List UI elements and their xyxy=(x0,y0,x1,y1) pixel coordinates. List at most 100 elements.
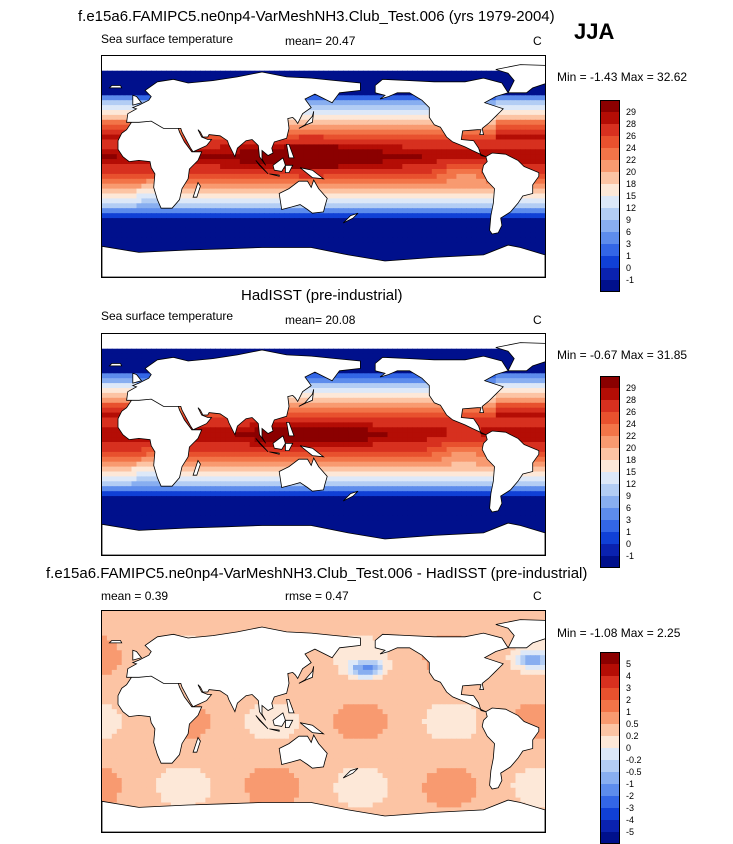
map-cell xyxy=(319,413,325,419)
map-cell xyxy=(137,203,143,209)
map-cell xyxy=(196,218,202,224)
map-cell xyxy=(427,418,433,424)
map-cell xyxy=(343,169,349,175)
map-cell xyxy=(161,208,167,214)
map-cell xyxy=(141,198,147,204)
map-cell xyxy=(427,194,433,200)
map-cell xyxy=(368,252,374,258)
map-cell xyxy=(294,403,300,409)
map-cell xyxy=(530,218,536,224)
map-cell xyxy=(299,413,305,419)
map-cell xyxy=(314,115,320,121)
map-cell xyxy=(422,408,428,414)
map-cell xyxy=(412,243,418,249)
map-cell xyxy=(132,184,138,190)
map-cell xyxy=(363,194,369,200)
map-cell xyxy=(525,115,531,121)
map-cell xyxy=(530,403,536,409)
map-cell xyxy=(417,248,423,254)
map-cell xyxy=(511,373,517,379)
map-cell xyxy=(486,349,492,355)
map-cell xyxy=(397,115,403,121)
map-cell xyxy=(432,149,438,155)
map-cell xyxy=(225,228,231,234)
map-cell xyxy=(525,413,531,419)
map-cell xyxy=(299,144,305,150)
map-cell xyxy=(525,408,531,414)
map-cell xyxy=(304,213,310,219)
map-cell xyxy=(427,349,433,355)
map-cell xyxy=(210,189,216,195)
map-cell xyxy=(496,135,502,141)
map-cell xyxy=(442,208,448,214)
map-cell xyxy=(205,149,211,155)
map-cell xyxy=(107,403,113,409)
map-cell xyxy=(235,169,241,175)
map-cell xyxy=(540,413,545,419)
map-cell xyxy=(535,223,541,229)
map-cell xyxy=(422,203,428,209)
map-cell xyxy=(397,213,403,219)
map-cell xyxy=(402,194,408,200)
map-cell xyxy=(353,130,359,136)
map-cell xyxy=(102,120,108,126)
map-cell xyxy=(358,403,364,409)
map-cell xyxy=(294,413,300,419)
map-cell xyxy=(407,135,413,141)
map-cell xyxy=(471,218,477,224)
map-cell xyxy=(166,218,172,224)
map-cell xyxy=(333,418,339,424)
map-cell xyxy=(496,71,502,77)
map-cell xyxy=(358,422,364,428)
map-cell xyxy=(535,144,541,150)
map-cell xyxy=(412,213,418,219)
map-cell xyxy=(417,194,423,200)
map-cell xyxy=(456,71,462,77)
map-cell xyxy=(407,413,413,419)
map-cell xyxy=(230,194,236,200)
map-cell xyxy=(137,71,143,77)
map-cell xyxy=(343,100,349,106)
map-cell xyxy=(442,149,448,155)
map-cell xyxy=(511,105,517,111)
map-cell xyxy=(452,184,458,190)
map-cell xyxy=(471,154,477,160)
map-cell xyxy=(540,86,545,92)
map-cell xyxy=(132,174,138,180)
map-cell xyxy=(412,398,418,404)
map-cell xyxy=(191,243,197,249)
map-cell xyxy=(304,71,310,77)
map-cell xyxy=(319,179,325,185)
map-cell xyxy=(102,86,108,92)
map-cell xyxy=(353,233,359,239)
map-cell xyxy=(530,383,536,389)
map-cell xyxy=(516,418,522,424)
map-cell xyxy=(540,388,545,394)
map-cell xyxy=(383,174,389,180)
map-cell xyxy=(137,86,143,92)
map-cell xyxy=(343,349,349,355)
map-cell xyxy=(476,189,482,195)
map-cell xyxy=(338,383,344,389)
map-cell xyxy=(289,135,295,141)
map-cell xyxy=(363,110,369,116)
map-cell xyxy=(294,208,300,214)
map-cell xyxy=(540,418,545,424)
map-cell xyxy=(412,149,418,155)
map-cell xyxy=(392,140,398,146)
map-cell xyxy=(141,213,147,219)
map-cell xyxy=(540,248,545,254)
map-cell xyxy=(200,218,206,224)
map-cell xyxy=(324,105,330,111)
map-cell xyxy=(363,208,369,214)
map-cell xyxy=(220,140,226,146)
map-cell xyxy=(328,154,334,160)
map-cell xyxy=(215,159,221,165)
map-cell xyxy=(481,413,487,419)
map-cell xyxy=(210,238,216,244)
map-cell xyxy=(314,238,320,244)
map-cell xyxy=(491,130,497,136)
map-cell xyxy=(141,243,147,249)
map-cell xyxy=(506,135,512,141)
map-cell xyxy=(200,349,206,355)
